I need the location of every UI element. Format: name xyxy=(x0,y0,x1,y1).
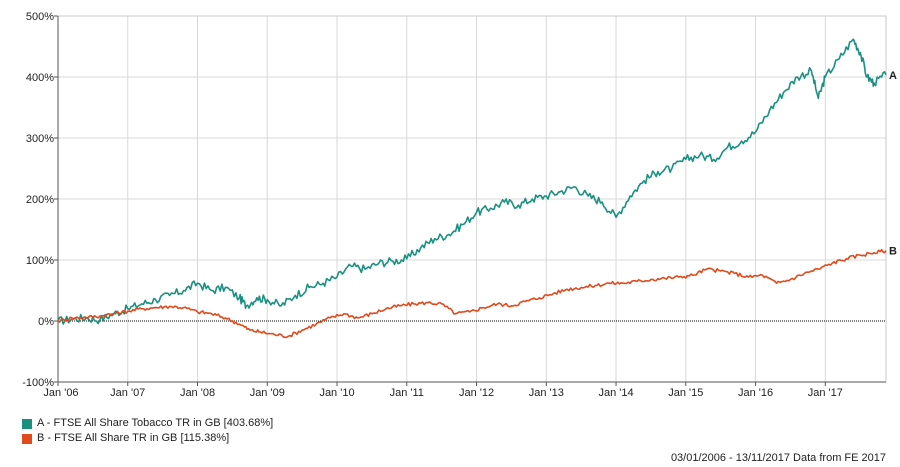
x-tick-label: Jan '09 xyxy=(250,387,285,399)
legend-label-a: A - FTSE All Share Tobacco TR in GB [403… xyxy=(37,417,274,429)
series-line-b xyxy=(57,248,887,339)
x-tick-label: Jan '14 xyxy=(598,387,633,399)
x-tick-label: Jan '07 xyxy=(110,387,145,399)
x-tick-label: Jan '11 xyxy=(390,387,424,399)
performance-line-chart: 500% 400% 300% 200% 100% 0% -100%Jan '06 Jan '0… xyxy=(22,11,897,399)
legend: A - FTSE All Share Tobacco TR in GB [403… xyxy=(22,416,273,446)
x-tick-label: Jan '16 xyxy=(738,387,773,399)
legend-label-b: B - FTSE All Share TR in GB [115.38%] xyxy=(37,432,230,444)
legend-swatch-b xyxy=(22,433,32,444)
series-end-label-a: A xyxy=(889,70,897,82)
x-tick-label: Jan '12 xyxy=(459,387,494,399)
x-tick-label: Jan '08 xyxy=(180,387,215,399)
x-tick-label: Jan '10 xyxy=(319,387,354,399)
x-tick-label: Jan '13 xyxy=(529,387,564,399)
y-tick-label: 100% xyxy=(26,255,54,267)
x-tick-label: Jan '15 xyxy=(668,387,703,399)
legend-swatch-a xyxy=(22,418,32,429)
x-tick-label: Jan '06 xyxy=(43,387,78,399)
series-end-label-b: B xyxy=(889,246,897,258)
y-tick-label: 400% xyxy=(26,72,54,84)
series-line-a xyxy=(57,38,887,325)
chart-area: 500% 400% 300% 200% 100% 0% -100% Jan '06 Jan '0… xyxy=(22,11,897,399)
y-tick-label: 0% xyxy=(38,316,54,328)
y-tick-label: 500% xyxy=(26,11,54,23)
y-tick-label: -100% xyxy=(22,377,54,389)
legend-item-b: B - FTSE All Share TR in GB [115.38%] xyxy=(22,431,273,446)
date-range-footer: 03/01/2006 - 13/11/2017 Data from FE 201… xyxy=(670,452,886,464)
y-tick-label: 300% xyxy=(26,133,54,145)
x-tick-label: Jan '17 xyxy=(808,387,843,399)
legend-item-a: A - FTSE All Share Tobacco TR in GB [403… xyxy=(22,416,273,431)
y-tick-label: 200% xyxy=(26,194,54,206)
